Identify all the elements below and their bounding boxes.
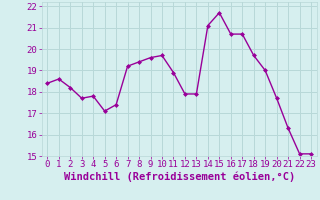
X-axis label: Windchill (Refroidissement éolien,°C): Windchill (Refroidissement éolien,°C) [64, 172, 295, 182]
